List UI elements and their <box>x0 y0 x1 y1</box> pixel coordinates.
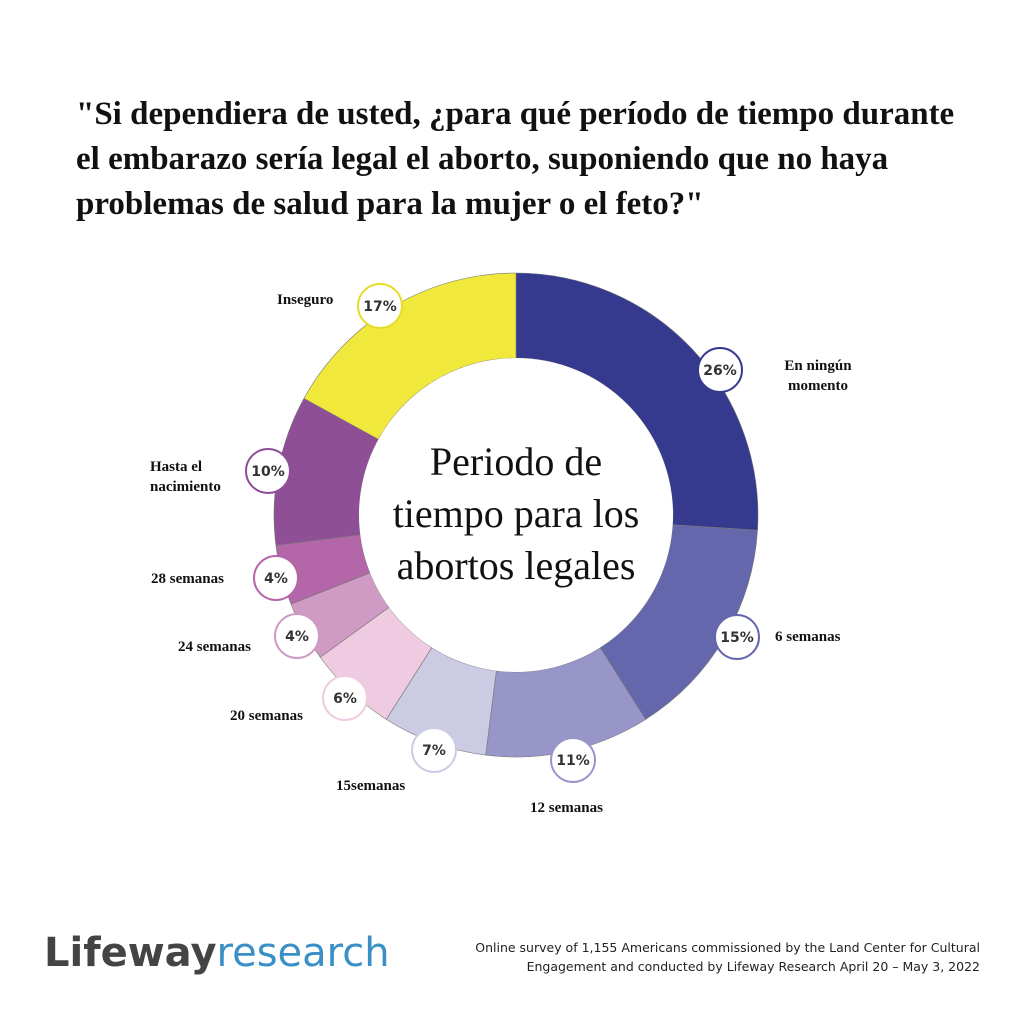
bubble-circle <box>411 727 457 773</box>
category-label: En ningún momento <box>784 358 852 394</box>
category-label: 20 semanas <box>230 708 303 724</box>
value-bubble: 15% <box>714 614 760 660</box>
bubble-circle <box>550 737 596 783</box>
logo-text-lifeway: Lifeway <box>44 930 217 976</box>
value-bubble: 10% <box>245 448 291 494</box>
bubble-circle <box>253 555 299 601</box>
value-bubble: 26% <box>697 347 743 393</box>
category-label: 28 semanas <box>151 571 224 587</box>
value-label: 11% <box>556 753 590 769</box>
value-label: 26% <box>703 363 737 379</box>
donut-hole <box>359 358 673 672</box>
value-bubble: 4% <box>253 555 299 601</box>
bubble-circle <box>322 675 368 721</box>
value-label: 6% <box>333 691 357 707</box>
survey-note: Online survey of 1,155 Americans commiss… <box>475 940 980 974</box>
value-label: 15% <box>720 630 754 646</box>
lifeway-research-logo: Lifewayresearch <box>44 930 390 976</box>
value-bubble: 11% <box>550 737 596 783</box>
value-bubble: 17% <box>357 283 403 329</box>
bubble-circle <box>274 613 320 659</box>
center-label: Periodo de tiempo para los abortos legal… <box>392 439 640 588</box>
value-label: 7% <box>422 743 446 759</box>
category-label: Hasta el nacimiento <box>150 459 221 495</box>
value-bubble: 7% <box>411 727 457 773</box>
category-label: 15semanas <box>336 778 406 794</box>
value-label: 10% <box>251 464 285 480</box>
bubble-circle <box>357 283 403 329</box>
bubble-circle <box>245 448 291 494</box>
value-label: 4% <box>264 571 288 587</box>
bubble-circle <box>714 614 760 660</box>
category-label: 24 semanas <box>178 639 251 655</box>
bubble-circle <box>697 347 743 393</box>
value-label: 4% <box>285 629 309 645</box>
chart-title: "Si dependiera de usted, ¿para qué perío… <box>76 96 955 222</box>
value-bubble: 4% <box>274 613 320 659</box>
category-label: Inseguro <box>277 292 334 308</box>
category-label: 12 semanas <box>530 800 603 816</box>
value-label: 17% <box>363 299 397 315</box>
value-bubble: 6% <box>322 675 368 721</box>
logo-text-research: research <box>216 930 390 976</box>
category-label: 6 semanas <box>775 629 841 645</box>
